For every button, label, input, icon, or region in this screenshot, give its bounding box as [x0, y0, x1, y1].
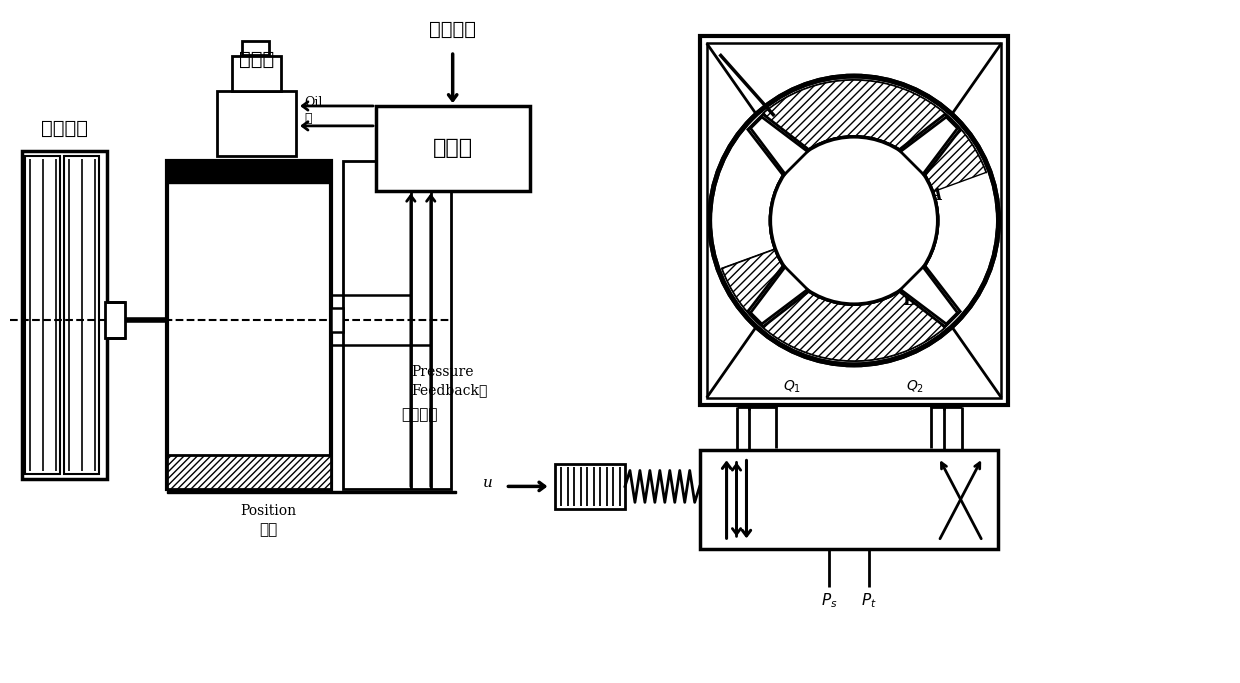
Wedge shape — [764, 80, 986, 192]
Polygon shape — [900, 267, 957, 324]
Bar — [556, 464, 625, 510]
Bar — [167, 161, 331, 182]
Text: Feedback：: Feedback： — [410, 382, 487, 397]
Polygon shape — [748, 114, 807, 174]
Text: A: A — [929, 187, 942, 204]
Wedge shape — [854, 173, 994, 328]
Text: 位置: 位置 — [259, 522, 278, 537]
Text: Pressure: Pressure — [410, 365, 474, 379]
Bar — [699, 36, 1008, 405]
Text: 油: 油 — [304, 113, 311, 126]
Text: $P_t$: $P_t$ — [861, 591, 877, 611]
Text: u: u — [482, 477, 492, 490]
Circle shape — [770, 137, 937, 304]
Text: A: A — [766, 277, 779, 294]
Bar — [376, 106, 531, 191]
Text: 压力反馈: 压力反馈 — [401, 407, 438, 422]
Wedge shape — [722, 249, 945, 361]
Bar — [167, 455, 331, 490]
Text: 控制器: 控制器 — [433, 138, 472, 158]
Bar — [242, 41, 269, 55]
Wedge shape — [713, 113, 854, 268]
Text: B: B — [792, 148, 806, 164]
Text: 伺服阀: 伺服阀 — [239, 50, 274, 69]
Bar — [167, 491, 455, 493]
Bar — [22, 151, 107, 479]
Circle shape — [770, 137, 937, 304]
Text: Oil: Oil — [304, 96, 322, 109]
Bar — [707, 43, 1002, 398]
Polygon shape — [900, 117, 957, 174]
Bar — [105, 302, 125, 338]
Text: Position: Position — [241, 504, 296, 518]
Bar — [699, 449, 998, 549]
Polygon shape — [750, 267, 807, 324]
Text: $P_s$: $P_s$ — [821, 591, 837, 611]
Text: 位置指令: 位置指令 — [429, 20, 476, 39]
Bar — [343, 161, 450, 490]
Bar — [232, 56, 281, 91]
Text: 慣性负载: 慣性负载 — [41, 120, 88, 139]
Polygon shape — [900, 267, 960, 326]
Circle shape — [770, 137, 937, 304]
Wedge shape — [764, 80, 986, 221]
Circle shape — [709, 76, 998, 365]
Text: $Q_1$: $Q_1$ — [784, 378, 801, 395]
Wedge shape — [722, 221, 945, 361]
Bar — [167, 161, 331, 490]
Bar — [217, 91, 296, 156]
Text: B: B — [901, 292, 916, 309]
Polygon shape — [748, 267, 807, 326]
Text: $Q_2$: $Q_2$ — [905, 378, 924, 395]
Bar — [26, 156, 61, 475]
Bar — [331, 308, 343, 332]
Bar — [64, 156, 99, 475]
Polygon shape — [750, 117, 807, 174]
Polygon shape — [900, 114, 960, 174]
